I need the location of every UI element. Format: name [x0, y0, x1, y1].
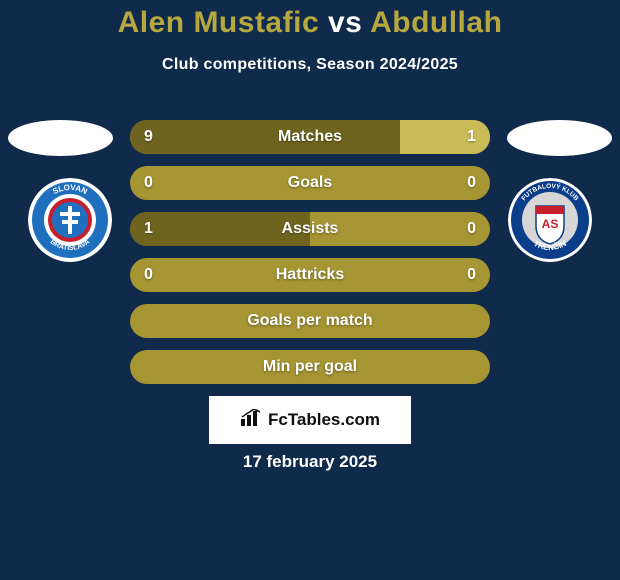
club-crest-trencin: AS FUTBALOVÝ KLUB TRENČÍN	[508, 178, 592, 262]
stat-fill-left	[130, 120, 400, 154]
page-title: Alen Mustafic vs Abdullah	[0, 6, 620, 40]
title-player1: Alen Mustafic	[118, 6, 320, 39]
stat-value-left: 1	[144, 220, 153, 238]
player1-club-badge: SLOVAN BRATISLAVA	[20, 175, 120, 265]
player2-photo-placeholder	[507, 120, 612, 156]
club-right-center-initials: AS	[542, 217, 559, 231]
stat-row: Min per goal	[130, 350, 490, 384]
stat-value-right: 0	[467, 266, 476, 284]
stat-label: Goals per match	[247, 312, 372, 330]
stats-panel: 9 1 Matches 0 0 Goals 1 0 Assists 0 0 Hattricks Goal…	[130, 120, 490, 396]
slovan-crest-svg: SLOVAN BRATISLAVA	[28, 178, 112, 262]
stat-label: Hattricks	[276, 266, 344, 284]
brand-text: FcTables.com	[268, 410, 380, 430]
subtitle: Club competitions, Season 2024/2025	[0, 56, 620, 74]
player2-club-badge: AS FUTBALOVÝ KLUB TRENČÍN	[500, 175, 600, 265]
stat-row: 1 0 Assists	[130, 212, 490, 246]
stat-row: 9 1 Matches	[130, 120, 490, 154]
date-label: 17 february 2025	[0, 452, 620, 472]
title-vs: vs	[328, 6, 362, 39]
club-crest-slovan: SLOVAN BRATISLAVA	[28, 178, 112, 262]
stat-label: Assists	[282, 220, 339, 238]
stat-label: Matches	[278, 128, 342, 146]
stat-value-right: 1	[467, 128, 476, 146]
player1-photo-placeholder	[8, 120, 113, 156]
stat-fill-right	[400, 120, 490, 154]
stat-value-right: 0	[467, 220, 476, 238]
stat-value-left: 0	[144, 266, 153, 284]
brand-box: FcTables.com	[209, 396, 411, 444]
stat-label: Min per goal	[263, 358, 357, 376]
stat-row: 0 0 Goals	[130, 166, 490, 200]
stat-row: 0 0 Hattricks	[130, 258, 490, 292]
stat-value-right: 0	[467, 174, 476, 192]
stat-label: Goals	[288, 174, 332, 192]
brand-icon	[240, 409, 262, 432]
comparison-infographic: Alen Mustafic vs Abdullah Club competiti…	[0, 0, 620, 580]
stat-row: Goals per match	[130, 304, 490, 338]
title-player2: Abdullah	[370, 6, 502, 39]
trencin-crest-svg: AS FUTBALOVÝ KLUB TRENČÍN	[508, 178, 592, 262]
stat-value-left: 9	[144, 128, 153, 146]
stat-value-left: 0	[144, 174, 153, 192]
